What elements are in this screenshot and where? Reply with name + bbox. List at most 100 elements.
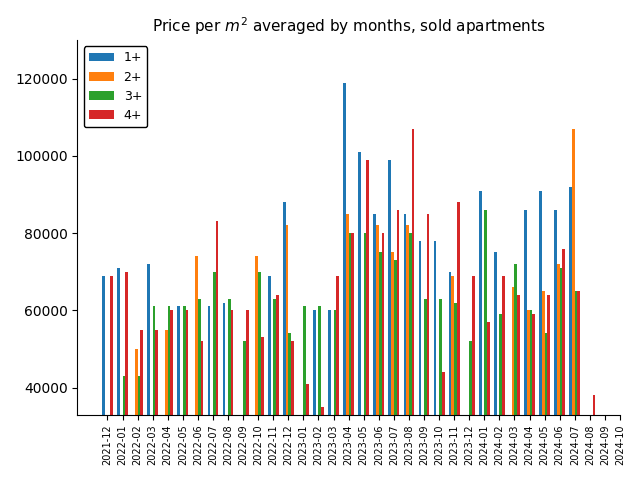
Bar — [333, 310, 336, 480]
Bar — [394, 260, 397, 480]
Bar — [228, 299, 231, 480]
Bar — [125, 272, 128, 480]
Bar — [349, 233, 351, 480]
Bar — [572, 129, 575, 480]
Bar — [570, 187, 572, 480]
Bar — [527, 310, 529, 480]
Bar — [291, 341, 294, 480]
Bar — [381, 233, 384, 480]
Bar — [547, 295, 550, 480]
Bar — [321, 407, 324, 480]
Bar — [469, 341, 472, 480]
Bar — [313, 310, 316, 480]
Bar — [367, 160, 369, 480]
Bar — [328, 310, 331, 480]
Bar — [391, 252, 394, 480]
Bar — [442, 372, 445, 480]
Bar — [273, 299, 276, 480]
Bar — [502, 276, 505, 480]
Bar — [449, 272, 451, 480]
Bar — [427, 214, 429, 480]
Bar — [351, 233, 354, 480]
Bar — [487, 322, 490, 480]
Bar — [412, 129, 414, 480]
Title: Price per $m^2$ averaged by months, sold apartments: Price per $m^2$ averaged by months, sold… — [152, 15, 545, 36]
Bar — [479, 191, 482, 480]
Bar — [457, 202, 460, 480]
Bar — [494, 252, 497, 480]
Bar — [575, 291, 577, 480]
Bar — [268, 276, 271, 480]
Bar — [207, 306, 211, 480]
Bar — [255, 256, 258, 480]
Bar — [200, 341, 204, 480]
Bar — [223, 302, 225, 480]
Bar — [373, 214, 376, 480]
Bar — [451, 276, 454, 480]
Bar — [409, 233, 412, 480]
Bar — [557, 264, 560, 480]
Bar — [406, 225, 409, 480]
Bar — [170, 310, 173, 480]
Bar — [379, 252, 381, 480]
Bar — [283, 202, 285, 480]
Bar — [246, 310, 248, 480]
Bar — [138, 376, 140, 480]
Bar — [343, 83, 346, 480]
Bar — [216, 221, 218, 480]
Bar — [424, 299, 427, 480]
Bar — [554, 210, 557, 480]
Bar — [177, 306, 180, 480]
Bar — [147, 264, 150, 480]
Bar — [529, 310, 532, 480]
Bar — [183, 306, 186, 480]
Bar — [117, 268, 120, 480]
Bar — [165, 330, 168, 480]
Bar — [532, 314, 535, 480]
Bar — [153, 306, 156, 480]
Bar — [542, 291, 545, 480]
Bar — [336, 276, 339, 480]
Legend: 1+, 2+, 3+, 4+: 1+, 2+, 3+, 4+ — [84, 46, 147, 127]
Bar — [156, 330, 158, 480]
Bar — [346, 214, 349, 480]
Bar — [388, 160, 391, 480]
Bar — [358, 152, 361, 480]
Bar — [512, 287, 515, 480]
Bar — [593, 395, 595, 480]
Bar — [285, 225, 289, 480]
Bar — [303, 306, 306, 480]
Bar — [397, 210, 399, 480]
Bar — [439, 299, 442, 480]
Bar — [110, 276, 113, 480]
Bar — [472, 276, 475, 480]
Bar — [276, 295, 278, 480]
Bar — [168, 306, 170, 480]
Bar — [364, 233, 367, 480]
Bar — [135, 349, 138, 480]
Bar — [434, 241, 436, 480]
Bar — [484, 210, 487, 480]
Bar — [517, 295, 520, 480]
Bar — [243, 341, 246, 480]
Bar — [499, 314, 502, 480]
Bar — [198, 299, 200, 480]
Bar — [319, 306, 321, 480]
Bar — [195, 256, 198, 480]
Bar — [560, 268, 563, 480]
Bar — [376, 225, 379, 480]
Bar — [454, 302, 457, 480]
Bar — [258, 272, 261, 480]
Bar — [306, 384, 309, 480]
Bar — [539, 191, 542, 480]
Bar — [515, 264, 517, 480]
Bar — [186, 310, 188, 480]
Bar — [231, 310, 234, 480]
Bar — [545, 334, 547, 480]
Bar — [577, 291, 580, 480]
Bar — [563, 249, 565, 480]
Bar — [403, 214, 406, 480]
Bar — [419, 241, 421, 480]
Bar — [289, 334, 291, 480]
Bar — [213, 272, 216, 480]
